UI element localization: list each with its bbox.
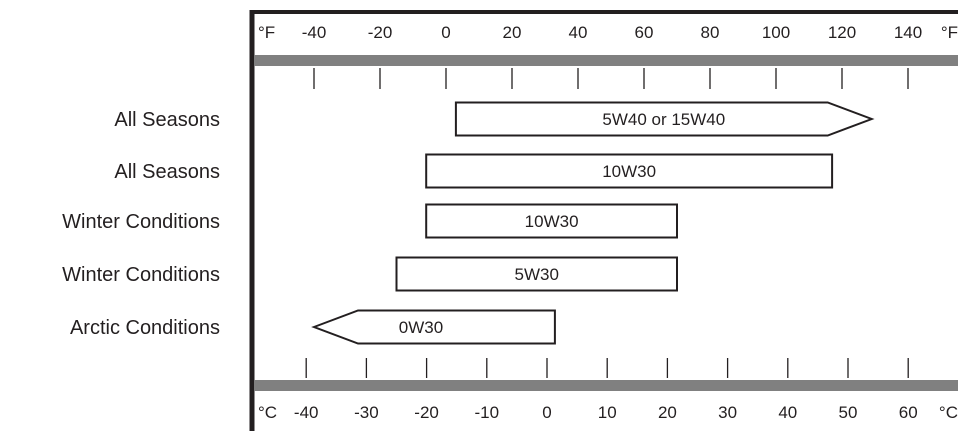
celsius-tick-label: 50 bbox=[839, 403, 858, 422]
celsius-tick-label: 60 bbox=[899, 403, 918, 422]
viscosity-grade-label: 5W40 or 15W40 bbox=[602, 110, 725, 129]
celsius-tick-label: -30 bbox=[354, 403, 379, 422]
row-label: Arctic Conditions bbox=[70, 317, 220, 339]
celsius-unit-right: °C bbox=[939, 403, 958, 422]
fahrenheit-axis: °F °F -40 -20 0 20 40 60 80 100 120 140 bbox=[258, 23, 958, 89]
fahrenheit-tick-label: -40 bbox=[302, 23, 327, 42]
fahrenheit-tick-label: -20 bbox=[368, 23, 393, 42]
fahrenheit-tick-label: 0 bbox=[441, 23, 450, 42]
celsius-axis: °C °C -40 -30 -20 -10 0 10 20 30 40 50 60 bbox=[258, 358, 958, 422]
viscosity-grade-label: 5W30 bbox=[515, 265, 559, 284]
fahrenheit-tick-label: 60 bbox=[635, 23, 654, 42]
fahrenheit-unit-left: °F bbox=[258, 23, 275, 42]
celsius-tick-label: 40 bbox=[778, 403, 797, 422]
celsius-tick-label: -10 bbox=[475, 403, 500, 422]
viscosity-range-bar bbox=[425, 153, 834, 189]
viscosity-range-bar bbox=[311, 309, 556, 345]
fahrenheit-unit-right: °F bbox=[941, 23, 958, 42]
row-label: All Seasons bbox=[114, 161, 220, 183]
fahrenheit-tick-label: 120 bbox=[828, 23, 856, 42]
fahrenheit-tick-label: 100 bbox=[762, 23, 790, 42]
celsius-unit-left: °C bbox=[258, 403, 277, 422]
fahrenheit-tick-label: 40 bbox=[569, 23, 588, 42]
bottom-band bbox=[254, 380, 958, 391]
fahrenheit-tick-label: 20 bbox=[503, 23, 522, 42]
chart-frame bbox=[249, 10, 958, 431]
viscosity-grade-label: 0W30 bbox=[399, 318, 443, 337]
celsius-tick-label: -40 bbox=[294, 403, 319, 422]
top-band bbox=[254, 55, 958, 66]
row-label: All Seasons bbox=[114, 109, 220, 131]
viscosity-grade-label: 10W30 bbox=[525, 212, 579, 231]
viscosity-range-bar bbox=[454, 101, 875, 137]
viscosity-range-bar bbox=[425, 203, 678, 239]
fahrenheit-tick-label: 140 bbox=[894, 23, 922, 42]
viscosity-range-bar bbox=[395, 256, 678, 292]
celsius-tick-label: 20 bbox=[658, 403, 677, 422]
celsius-tick-label: 10 bbox=[598, 403, 617, 422]
celsius-tick-label: -20 bbox=[414, 403, 439, 422]
fahrenheit-tick-label: 80 bbox=[701, 23, 720, 42]
celsius-tick-label: 0 bbox=[542, 403, 551, 422]
row-labels: All Seasons All Seasons Winter Conditions W… bbox=[62, 109, 220, 339]
viscosity-bars: 5W40 or 15W40 10W30 10W30 5W30 0W30 bbox=[311, 101, 875, 345]
celsius-tick-label: 30 bbox=[718, 403, 737, 422]
row-label: Winter Conditions bbox=[62, 211, 220, 233]
viscosity-grade-label: 10W30 bbox=[602, 162, 656, 181]
row-label: Winter Conditions bbox=[62, 264, 220, 286]
